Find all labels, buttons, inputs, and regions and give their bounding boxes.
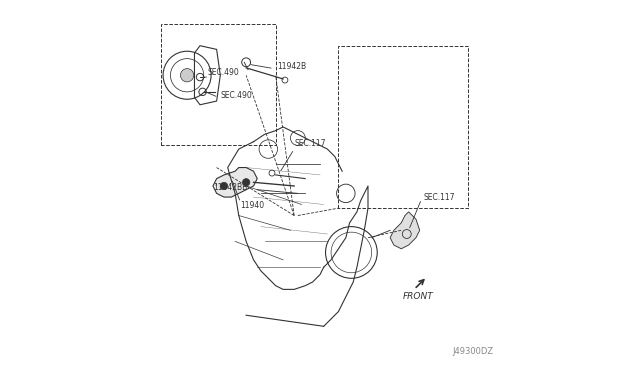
Text: 11942B: 11942B <box>278 62 307 71</box>
Circle shape <box>180 68 194 82</box>
Text: SEC.117: SEC.117 <box>424 193 455 202</box>
Text: 11940: 11940 <box>241 201 265 210</box>
Polygon shape <box>390 212 420 249</box>
Text: SEC.490: SEC.490 <box>220 91 252 100</box>
Circle shape <box>220 182 228 190</box>
Circle shape <box>243 179 250 186</box>
Text: SEC.490: SEC.490 <box>207 68 239 77</box>
Text: J49300DZ: J49300DZ <box>452 347 493 356</box>
Text: FRONT: FRONT <box>403 292 434 301</box>
Polygon shape <box>213 167 257 197</box>
Text: SEC.117: SEC.117 <box>294 139 326 148</box>
Text: 11942BB: 11942BB <box>213 183 247 192</box>
